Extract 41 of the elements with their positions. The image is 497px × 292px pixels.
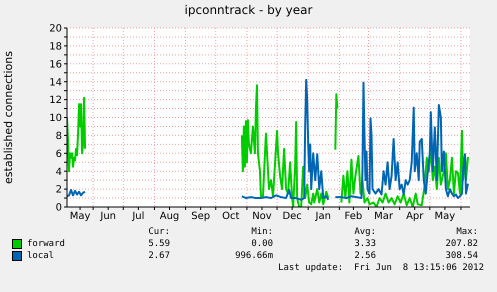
- text: Avg:: [353, 226, 376, 238]
- text: 207.82: [444, 238, 478, 250]
- y-tick-label: 6: [56, 148, 62, 160]
- y-axis-title: established connections: [2, 50, 15, 184]
- x-tick-label: Oct: [222, 211, 240, 222]
- x-tick-label: Dec: [282, 211, 302, 222]
- x-tick-label: Apr: [406, 211, 424, 222]
- y-tick-label: 16: [49, 59, 62, 70]
- x-tick-label: Jun: [99, 211, 116, 222]
- y-tick-label: 14: [49, 77, 62, 88]
- y-tick-label: 8: [56, 130, 62, 142]
- x-tick-label: Aug: [160, 211, 180, 222]
- x-tick-label: Feb: [344, 211, 362, 222]
- text: 5.59: [147, 238, 170, 250]
- text: 0.00: [250, 238, 273, 250]
- y-tick-label: 12: [49, 95, 62, 106]
- x-tick-label: Nov: [252, 211, 272, 222]
- text: Cur:: [147, 226, 170, 238]
- text: Max:: [455, 226, 478, 238]
- text: 3.33: [353, 238, 376, 250]
- text: Last update: Fri Jun 8 13:15:06 2012: [277, 262, 484, 274]
- y-tick-label: 0: [56, 202, 62, 214]
- y-tick-label: 4: [56, 166, 62, 178]
- text: Min:: [250, 226, 273, 238]
- y-tick-label: 18: [49, 41, 62, 52]
- legend-label: forward: [27, 238, 65, 250]
- x-tick-label: Mar: [374, 211, 394, 222]
- chart-title: ipconntrack - by year: [184, 3, 314, 17]
- y-tick-label: 2: [56, 184, 62, 196]
- text: 2.67: [147, 250, 170, 262]
- text: 2.56: [353, 250, 376, 262]
- legend-label: local: [27, 250, 54, 262]
- y-tick-label: 20: [49, 24, 62, 35]
- x-tick-label: Jul: [131, 211, 144, 222]
- x-tick-label: May: [70, 211, 90, 222]
- y-tick-label: 10: [49, 113, 62, 124]
- x-tick-label: Sep: [191, 211, 210, 222]
- x-tick-label: May: [434, 211, 456, 222]
- x-tick-label: Jan: [314, 211, 331, 222]
- text: 308.54: [444, 250, 478, 262]
- text: 996.66m: [234, 250, 273, 262]
